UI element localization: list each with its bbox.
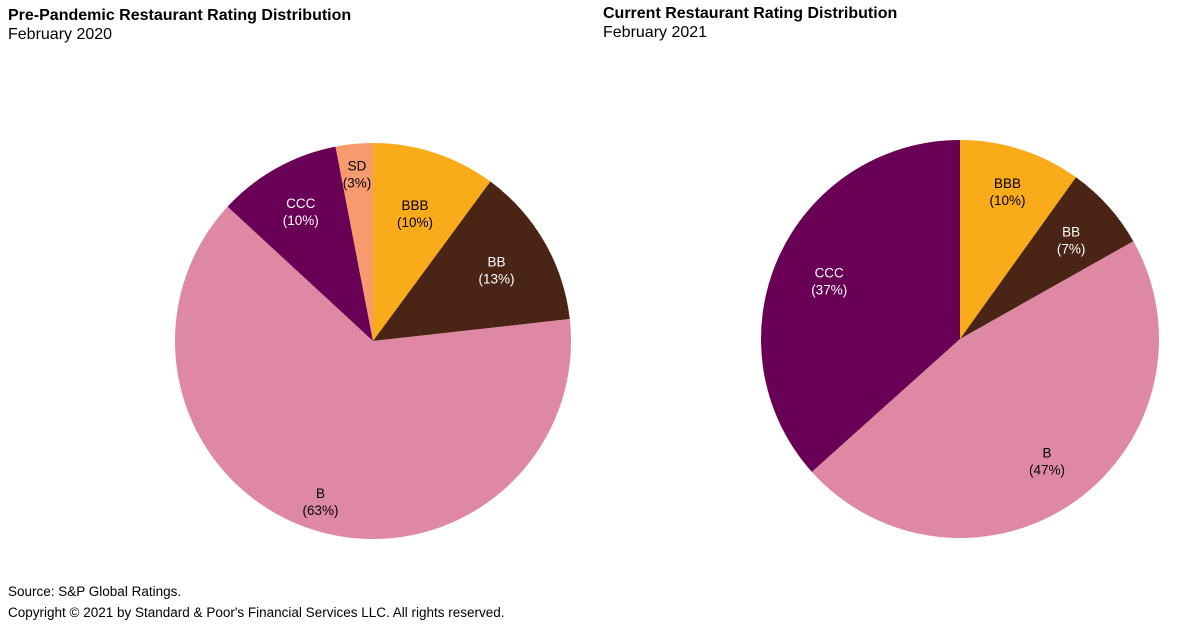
slice-label-name: BB xyxy=(487,255,505,270)
slice-label-bb: BB (13%) xyxy=(478,255,514,287)
copyright-note: Copyright © 2021 by Standard & Poor's Fi… xyxy=(8,605,505,620)
slice-label-name: B xyxy=(316,486,325,501)
slice-label-b: B (47%) xyxy=(1029,445,1065,477)
pie-pre-pandemic: BBB (10%) BB (13%) B (63%) CCC (10%) SD (3%) xyxy=(175,143,572,540)
pie-slice-bb xyxy=(960,177,1134,339)
slice-label-sd: SD (3%) xyxy=(343,159,372,191)
slice-label-name: CCC xyxy=(286,196,315,211)
slice-label-value: (10%) xyxy=(283,213,319,228)
slice-label-bb: BB (7%) xyxy=(1057,224,1086,256)
slice-label-value: (7%) xyxy=(1057,241,1086,256)
pie-slice-bb xyxy=(373,181,570,341)
slice-label-name: SD xyxy=(348,159,367,174)
pie-slice-bbb xyxy=(373,143,491,341)
pie-slice-ccc xyxy=(761,140,960,472)
slice-label-bbb: BBB (10%) xyxy=(397,198,433,230)
chart-subtitle-current: February 2021 xyxy=(603,24,708,41)
slice-label-value: (10%) xyxy=(397,215,433,230)
pie-slice-b xyxy=(811,241,1159,538)
pie-current: BBB (10%) BB (7%) B (47%) CCC (37%) xyxy=(761,140,1159,538)
source-note: Source: S&P Global Ratings. xyxy=(8,584,182,599)
slice-label-name: BBB xyxy=(994,176,1021,191)
chart-title-pre-pandemic: Pre-Pandemic Restaurant Rating Distribut… xyxy=(8,7,352,24)
slice-label-ccc: CCC (10%) xyxy=(283,196,319,228)
pie-slice-bbb xyxy=(960,140,1076,339)
slice-label-b: B (63%) xyxy=(302,486,338,518)
pie-slice-sd xyxy=(335,143,373,341)
pie-slice-ccc xyxy=(227,146,373,341)
slice-label-value: (37%) xyxy=(811,283,847,298)
slice-label-value: (10%) xyxy=(989,193,1025,208)
slice-label-value: (13%) xyxy=(478,272,514,287)
slice-label-name: B xyxy=(1042,445,1051,460)
slice-label-name: CCC xyxy=(815,266,844,281)
slice-label-name: BB xyxy=(1062,224,1080,239)
slice-label-ccc: CCC (37%) xyxy=(811,266,847,298)
pie-slice-b xyxy=(175,206,572,540)
slice-label-value: (63%) xyxy=(302,503,338,518)
slice-label-bbb: BBB (10%) xyxy=(989,176,1025,208)
slice-label-value: (47%) xyxy=(1029,462,1065,477)
chart-subtitle-pre-pandemic: February 2020 xyxy=(8,26,113,43)
slice-label-value: (3%) xyxy=(343,176,372,191)
slice-label-name: BBB xyxy=(401,198,428,213)
chart-title-current: Current Restaurant Rating Distribution xyxy=(603,5,898,22)
